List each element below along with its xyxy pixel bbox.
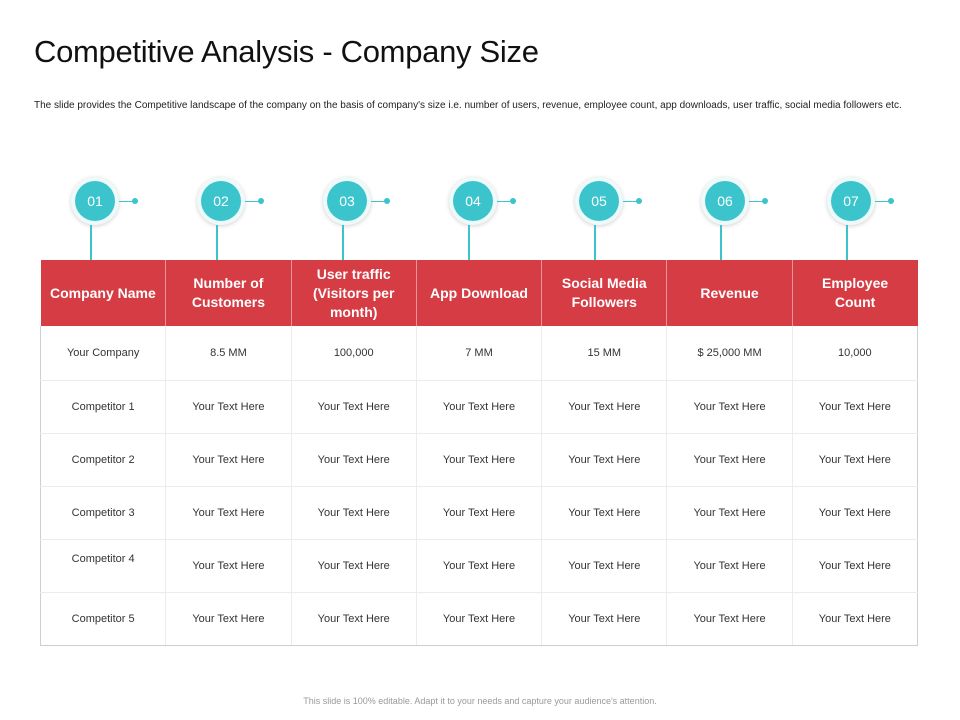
badge-stem bbox=[342, 225, 344, 263]
badge-number: 06 bbox=[705, 181, 745, 221]
table-cell: Your Text Here bbox=[290, 380, 417, 434]
table-cell: $ 25,000 MM bbox=[666, 326, 793, 381]
table-cell: Your Text Here bbox=[791, 486, 919, 540]
table-cell: Competitor 3 bbox=[39, 486, 166, 540]
table-cell: Your Text Here bbox=[165, 592, 292, 646]
table-cell: 100,000 bbox=[290, 326, 417, 381]
table-cell: Your Text Here bbox=[541, 380, 667, 434]
table-cell: Your Company bbox=[39, 326, 166, 381]
comparison-table: Company Name Number of Customers User tr… bbox=[39, 260, 919, 646]
table-cell: Your Text Here bbox=[541, 539, 667, 593]
table-cell: Your Text Here bbox=[666, 539, 793, 593]
badge-column-7: 07 bbox=[794, 174, 920, 264]
table-cell: Your Text Here bbox=[791, 539, 919, 593]
badge-dot-icon bbox=[132, 198, 138, 204]
table-cell: Competitor 4 bbox=[39, 539, 166, 593]
slide-footer: This slide is 100% editable. Adapt it to… bbox=[303, 696, 657, 706]
table-cell: Your Text Here bbox=[415, 380, 542, 434]
table-cell: Your Text Here bbox=[290, 592, 417, 646]
badge-stem bbox=[846, 225, 848, 263]
badge-number: 01 bbox=[75, 181, 115, 221]
badge-stem bbox=[468, 225, 470, 263]
header-social-media-followers: Social Media Followers bbox=[541, 260, 668, 326]
header-app-download: App Download bbox=[415, 260, 543, 326]
table-cell: Your Text Here bbox=[541, 486, 667, 540]
badge-stem bbox=[720, 225, 722, 263]
header-revenue: Revenue bbox=[666, 260, 793, 326]
badge-number: 05 bbox=[579, 181, 619, 221]
table-cell: Competitor 1 bbox=[39, 380, 166, 434]
header-employee-count: Employee Count bbox=[791, 260, 918, 326]
table-cell: Your Text Here bbox=[415, 539, 542, 593]
table-cell: Your Text Here bbox=[791, 592, 919, 646]
table-cell-text: Competitor 4 bbox=[71, 552, 135, 565]
badge-connector bbox=[497, 201, 511, 202]
table-cell: Your Text Here bbox=[415, 486, 542, 540]
badge-dot-icon bbox=[258, 198, 264, 204]
badge-connector bbox=[245, 201, 259, 202]
badge-connector bbox=[371, 201, 385, 202]
table-row: Competitor 2 Your Text Here Your Text He… bbox=[39, 433, 919, 487]
badge-dot-icon bbox=[384, 198, 390, 204]
table-cell: Your Text Here bbox=[791, 380, 919, 434]
table-row: Competitor 5 Your Text Here Your Text He… bbox=[39, 592, 919, 646]
table-cell: Your Text Here bbox=[165, 433, 292, 487]
badge-number: 03 bbox=[327, 181, 367, 221]
slide-subtitle: The slide provides the Competitive lands… bbox=[34, 100, 902, 111]
badge-stem bbox=[216, 225, 218, 263]
badge-column-1: 01 bbox=[38, 174, 164, 264]
badge-stem bbox=[90, 225, 92, 263]
badge-dot-icon bbox=[888, 198, 894, 204]
table-cell: Your Text Here bbox=[415, 433, 542, 487]
table-row: Competitor 3 Your Text Here Your Text He… bbox=[39, 486, 919, 540]
table-cell: Your Text Here bbox=[666, 486, 793, 540]
table-cell: Your Text Here bbox=[165, 486, 292, 540]
badge-connector bbox=[119, 201, 133, 202]
badge-dot-icon bbox=[510, 198, 516, 204]
table-cell: Your Text Here bbox=[666, 433, 793, 487]
badge-dot-icon bbox=[762, 198, 768, 204]
table-row: Competitor 4 Your Text Here Your Text He… bbox=[39, 539, 919, 593]
table-cell: 7 MM bbox=[415, 326, 542, 381]
table-cell: Your Text Here bbox=[415, 592, 542, 646]
table-cell: Your Text Here bbox=[165, 380, 292, 434]
table-cell: Competitor 2 bbox=[39, 433, 166, 487]
table-cell: Competitor 5 bbox=[39, 592, 166, 646]
badge-stem bbox=[594, 225, 596, 263]
badge-dot-icon bbox=[636, 198, 642, 204]
badge-connector bbox=[749, 201, 763, 202]
badge-number: 02 bbox=[201, 181, 241, 221]
badge-number: 07 bbox=[831, 181, 871, 221]
badge-column-5: 05 bbox=[542, 174, 668, 264]
badge-connector bbox=[623, 201, 637, 202]
table-cell: Your Text Here bbox=[541, 433, 667, 487]
table-cell: Your Text Here bbox=[290, 486, 417, 540]
header-user-traffic: User traffic (Visitors per month) bbox=[290, 260, 417, 326]
header-company-name: Company Name bbox=[40, 260, 167, 326]
table-cell: 15 MM bbox=[541, 326, 667, 381]
table-row: Competitor 1 Your Text Here Your Text He… bbox=[39, 380, 919, 434]
badge-column-6: 06 bbox=[668, 174, 794, 264]
slide-title: Competitive Analysis - Company Size bbox=[34, 34, 539, 69]
badge-column-3: 03 bbox=[290, 174, 416, 264]
badge-connector bbox=[875, 201, 889, 202]
header-number-of-customers: Number of Customers bbox=[165, 260, 292, 326]
table-cell: Your Text Here bbox=[541, 592, 667, 646]
table-cell: 10,000 bbox=[791, 326, 919, 381]
table-cell: Your Text Here bbox=[165, 539, 292, 593]
table-row: Your Company 8.5 MM 100,000 7 MM 15 MM $… bbox=[39, 326, 919, 381]
table-cell: Your Text Here bbox=[666, 380, 793, 434]
table-cell: Your Text Here bbox=[791, 433, 919, 487]
badge-column-2: 02 bbox=[164, 174, 290, 264]
column-badges: 01 02 03 04 05 06 07 bbox=[38, 174, 918, 264]
comparison-table-container: Company Name Number of Customers User tr… bbox=[39, 260, 920, 646]
table-cell: 8.5 MM bbox=[165, 326, 292, 381]
badge-number: 04 bbox=[453, 181, 493, 221]
table-cell: Your Text Here bbox=[290, 433, 417, 487]
table-cell: Your Text Here bbox=[666, 592, 793, 646]
badge-column-4: 04 bbox=[416, 174, 542, 264]
table-cell: Your Text Here bbox=[290, 539, 417, 593]
table-header-row: Company Name Number of Customers User tr… bbox=[40, 260, 918, 326]
